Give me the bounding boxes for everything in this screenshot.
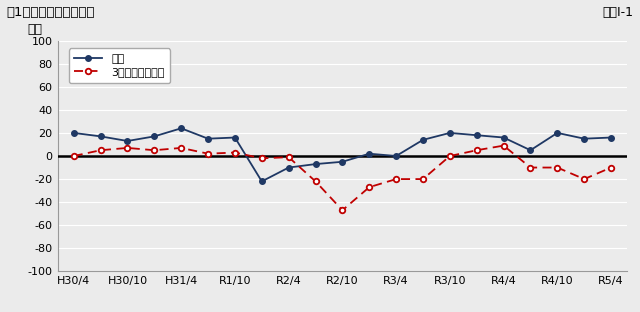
3ヵ月後の見通し (419, 177, 427, 181)
3ヵ月後の見通し (204, 152, 212, 156)
Text: （1）住宅・宅地分譲業: （1）住宅・宅地分譲業 (6, 6, 95, 19)
3ヵ月後の見通し (312, 179, 319, 183)
現在 (312, 162, 319, 166)
現在 (392, 154, 400, 158)
現在 (554, 131, 561, 135)
3ヵ月後の見通し (124, 146, 131, 150)
現在 (580, 137, 588, 140)
Y-axis label: 指数: 指数 (28, 23, 42, 36)
Legend: 現在, 3ヵ月後の見通し: 現在, 3ヵ月後の見通し (69, 48, 170, 83)
3ヵ月後の見通し (70, 154, 77, 158)
3ヵ月後の見通し (554, 166, 561, 169)
3ヵ月後の見通し (231, 151, 239, 154)
3ヵ月後の見通し (365, 185, 373, 189)
3ヵ月後の見通し (339, 208, 346, 212)
現在 (150, 134, 158, 138)
3ヵ月後の見通し (150, 149, 158, 152)
現在 (70, 131, 77, 135)
現在 (500, 136, 508, 139)
3ヵ月後の見通し (97, 149, 104, 152)
3ヵ月後の見通し (580, 177, 588, 181)
現在 (97, 134, 104, 138)
3ヵ月後の見通し (285, 155, 292, 159)
現在 (339, 160, 346, 163)
現在 (124, 139, 131, 143)
3ヵ月後の見通し (500, 144, 508, 148)
Line: 現在: 現在 (71, 125, 614, 184)
3ヵ月後の見通し (527, 166, 534, 169)
現在 (527, 149, 534, 152)
現在 (285, 166, 292, 169)
3ヵ月後の見通し (607, 166, 615, 169)
3ヵ月後の見通し (177, 146, 185, 150)
現在 (473, 133, 481, 137)
3ヵ月後の見通し (258, 156, 266, 160)
Text: 図表Ⅰ-1: 図表Ⅰ-1 (603, 6, 634, 19)
3ヵ月後の見通し (446, 154, 454, 158)
現在 (204, 137, 212, 140)
現在 (446, 131, 454, 135)
3ヵ月後の見通し (473, 149, 481, 152)
Line: 3ヵ月後の見通し: 3ヵ月後の見通し (71, 143, 614, 213)
現在 (607, 136, 615, 139)
現在 (177, 126, 185, 130)
現在 (365, 152, 373, 156)
現在 (231, 136, 239, 139)
現在 (258, 179, 266, 183)
現在 (419, 138, 427, 142)
3ヵ月後の見通し (392, 177, 400, 181)
